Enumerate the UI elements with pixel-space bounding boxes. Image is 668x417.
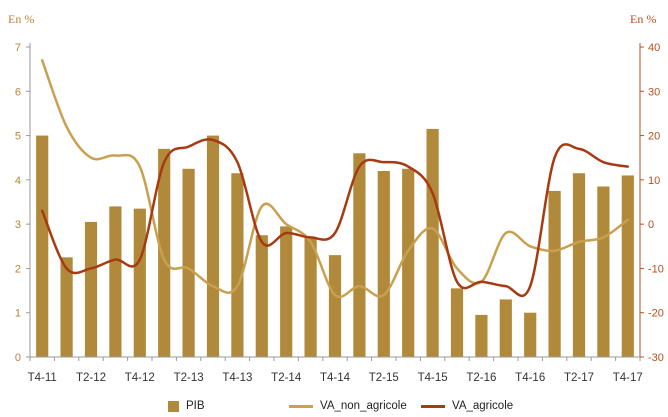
- x-axis-tick-label: T2-17: [564, 372, 594, 384]
- bar-pib: [60, 257, 73, 357]
- x-axis-tick-label: T4-16: [515, 372, 545, 384]
- legend-item-va-agricole: VA_agricole: [421, 400, 513, 412]
- right-axis-unit: En %: [630, 12, 657, 26]
- bar-pib: [450, 288, 464, 357]
- legend-swatch-va-agricole: [421, 404, 445, 408]
- bar-pib: [621, 175, 634, 357]
- left-axis-tick-label: 5: [15, 131, 21, 143]
- legend-item-pib: PIB: [168, 400, 205, 412]
- x-axis-tick-label: T2-14: [271, 372, 302, 384]
- bar-pib: [597, 186, 610, 357]
- legend-label-va-non-agricole: VA_non_agricole: [320, 400, 407, 412]
- bar-pib: [158, 148, 171, 357]
- x-axis-tick-label: T4-14: [320, 372, 351, 384]
- bar-pib: [182, 168, 195, 357]
- bar-pib: [475, 314, 488, 357]
- x-axis-tick-label: T2-13: [174, 372, 204, 384]
- bar-pib: [84, 221, 98, 357]
- bar-pib: [206, 135, 220, 357]
- bar-pib: [36, 135, 49, 357]
- right-axis-tick-label: 0: [648, 219, 654, 231]
- x-axis-tick-label: T4-12: [125, 372, 155, 384]
- left-axis-tick-label: 4: [15, 175, 21, 187]
- right-axis-tick-label: 20: [648, 131, 660, 143]
- legend-swatch-va-non-agricole: [289, 404, 313, 408]
- bar-pib: [280, 226, 293, 357]
- bar-pib: [304, 237, 317, 357]
- x-axis-tick-label: T2-15: [369, 372, 399, 384]
- right-axis-tick-label: -20: [648, 308, 664, 320]
- line-va-non-agricole: [40, 59, 630, 298]
- left-axis-tick-label: 1: [15, 308, 21, 320]
- bar-pib: [572, 173, 586, 357]
- bar-pib: [524, 312, 537, 357]
- bar-pib: [426, 128, 439, 357]
- bar-pib: [499, 299, 512, 357]
- x-axis-tick-label: T4-11: [28, 372, 57, 384]
- bar-pib: [328, 255, 342, 357]
- right-axis-tick-label: 40: [648, 42, 660, 54]
- line-va-agricole: [40, 138, 630, 297]
- x-axis-tick-label: T2-16: [466, 372, 496, 384]
- left-axis-tick-label: 6: [15, 86, 21, 98]
- combo-chart: 0 1 2 3 4 5 6 7 -30 -20 -10 0 10 20 30 40 T4-11 T2-12 T4-1…: [15, 42, 664, 384]
- bar-pib: [377, 171, 390, 357]
- right-axis-tick-label: 30: [648, 86, 660, 98]
- legend-label-va-agricole: VA_agricole: [452, 400, 514, 412]
- right-axis-tick-label: -10: [648, 263, 664, 275]
- left-axis-tick-label: 0: [15, 352, 21, 364]
- bar-pib: [133, 208, 146, 357]
- x-axis-tick-label: T4-13: [222, 372, 252, 384]
- x-axis-tick-label: T4-15: [418, 372, 448, 384]
- bar-pib: [109, 206, 122, 357]
- legend-swatch-pib: [168, 400, 179, 412]
- left-axis-tick-label: 2: [15, 263, 21, 275]
- x-axis-tick-label: T4-17: [613, 372, 643, 384]
- right-axis-tick-label: 10: [648, 175, 660, 187]
- bar-pib: [402, 168, 415, 357]
- right-axis-tick-label: -30: [648, 352, 664, 364]
- bar-pib: [255, 235, 268, 357]
- left-axis-tick-label: 7: [15, 42, 21, 54]
- bar-pib: [231, 173, 244, 357]
- bar-pib: [548, 190, 561, 357]
- bar-pib: [353, 153, 366, 357]
- legend-item-va-non-agricole: VA_non_agricole: [289, 400, 407, 412]
- x-axis-tick-label: T2-12: [76, 372, 106, 384]
- legend-label-pib: PIB: [186, 400, 205, 412]
- left-axis-unit: En %: [8, 12, 35, 26]
- left-axis-tick-label: 3: [15, 219, 21, 231]
